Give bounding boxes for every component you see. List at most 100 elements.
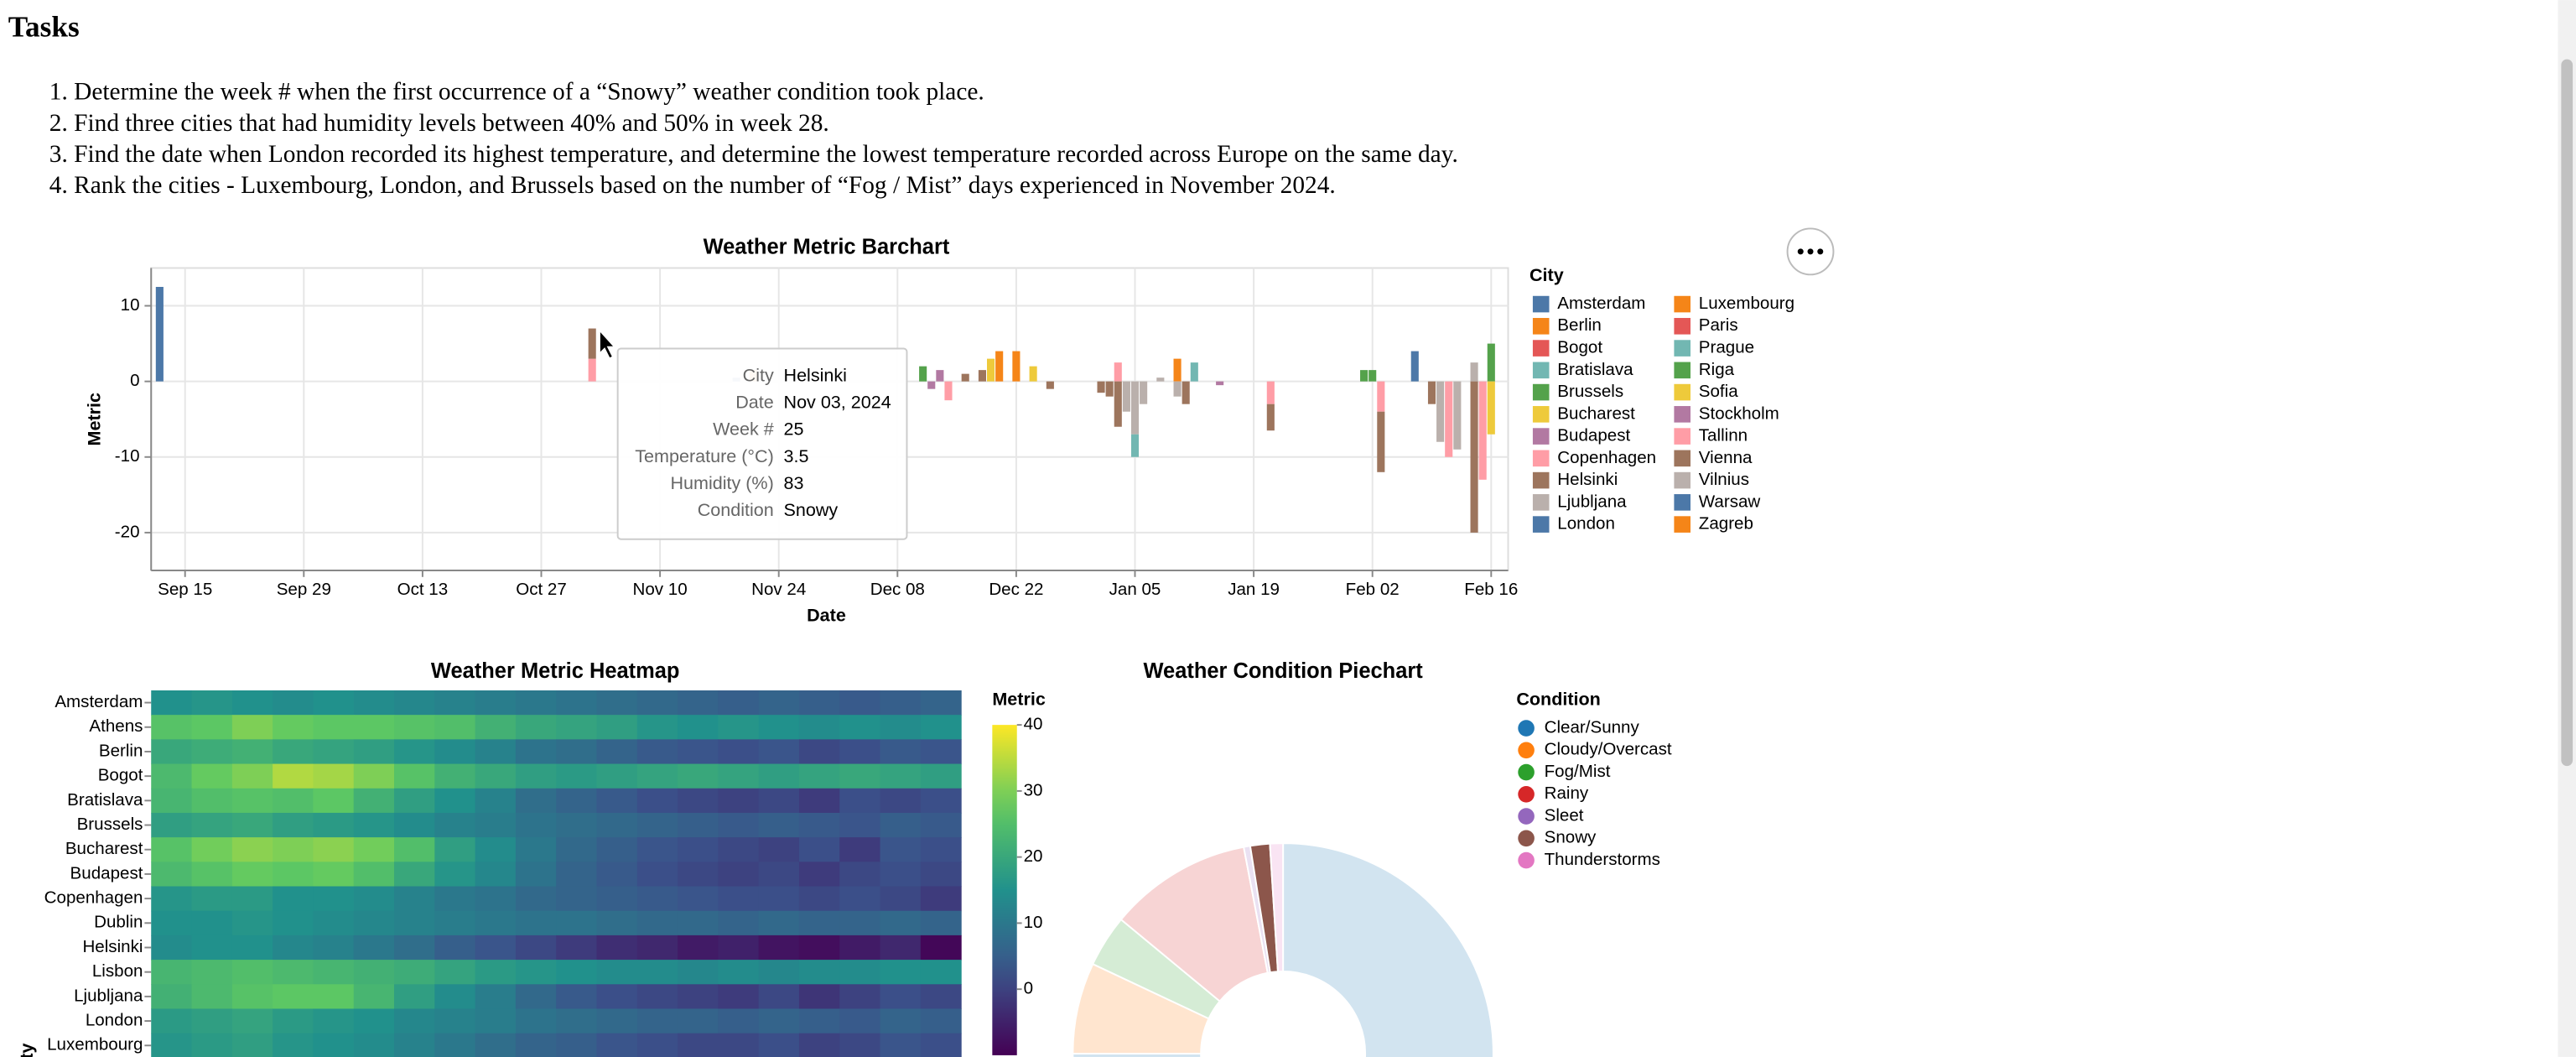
heat-cell xyxy=(151,690,193,716)
heat-cell xyxy=(515,910,557,936)
heat-cell xyxy=(434,886,476,912)
bar xyxy=(1173,381,1182,397)
dot xyxy=(1797,248,1804,255)
heat-cell xyxy=(636,812,678,838)
heat-cell xyxy=(920,812,962,838)
bar xyxy=(995,351,1004,382)
heat-cell xyxy=(758,837,800,862)
heat-cell xyxy=(556,812,598,838)
cursor xyxy=(599,328,616,360)
legend-swatch xyxy=(1532,340,1550,357)
heat-cell xyxy=(313,837,355,862)
heat-cell xyxy=(475,837,517,862)
y-axis-title: Metric xyxy=(83,393,104,445)
heat-cell xyxy=(880,690,922,716)
legend-symbol xyxy=(1518,786,1535,803)
heat-cell xyxy=(191,984,233,1010)
heat-cell xyxy=(151,715,193,740)
heat-cell xyxy=(839,690,881,716)
heat-cell xyxy=(231,690,273,716)
heat-cell xyxy=(191,935,233,961)
y-tick-label: Bogot xyxy=(98,766,143,785)
heat-cell xyxy=(556,788,598,814)
heat-cell xyxy=(475,910,517,936)
heat-cell xyxy=(515,739,557,765)
heat-cell xyxy=(515,715,557,740)
heat-cell xyxy=(231,910,273,936)
heat-cell xyxy=(191,763,233,789)
heat-cell xyxy=(353,984,395,1010)
heat-cell xyxy=(434,690,476,716)
heat-cell xyxy=(556,763,598,789)
heat-cell xyxy=(434,1008,476,1034)
heat-cell xyxy=(273,984,314,1010)
heat-cell xyxy=(191,788,233,814)
heat-cell xyxy=(839,1033,881,1057)
legend-label: Copenhagen xyxy=(1557,448,1656,467)
heat-cell xyxy=(636,690,678,716)
heat-cell xyxy=(394,1033,435,1057)
x-tick-label: Jan 05 xyxy=(1109,580,1161,599)
heat-cell xyxy=(394,862,435,888)
heat-cell xyxy=(798,886,840,912)
heat-cell xyxy=(636,862,678,888)
heat-cell xyxy=(353,935,395,961)
bar xyxy=(1436,381,1445,442)
actions-button[interactable] xyxy=(1786,227,1835,276)
heat-cell xyxy=(636,910,678,936)
heat-cell xyxy=(880,763,922,789)
heat-cell xyxy=(353,715,395,740)
bar xyxy=(927,381,936,389)
tasks-title: Tasks xyxy=(8,10,80,43)
heat-cell xyxy=(678,763,719,789)
heat-cell xyxy=(313,763,355,789)
legend-swatch xyxy=(1532,494,1550,511)
heat-cell xyxy=(313,960,355,985)
legend-swatch xyxy=(1532,383,1550,401)
heat-cell xyxy=(718,984,760,1010)
heat-cell xyxy=(273,812,314,838)
heat-cell xyxy=(151,1033,193,1057)
legend-swatch xyxy=(1674,406,1690,423)
heat-cell xyxy=(353,862,395,888)
legend-label: Fog/Mist xyxy=(1545,762,1611,781)
heat-cell xyxy=(273,886,314,912)
heat-cell xyxy=(273,690,314,716)
legend-swatch xyxy=(1674,295,1690,313)
heat-cell xyxy=(678,739,719,765)
heat-cell xyxy=(839,862,881,888)
scrollbar-thumb[interactable] xyxy=(2561,59,2573,767)
heat-cell xyxy=(758,715,800,740)
heat-cell xyxy=(394,1008,435,1034)
heat-cell xyxy=(515,1008,557,1034)
bar xyxy=(1190,362,1198,382)
bar xyxy=(1097,381,1105,393)
heat-cell xyxy=(920,763,962,789)
heat-cell xyxy=(596,763,638,789)
legend-label: Warsaw xyxy=(1699,492,1761,511)
bar xyxy=(1360,370,1368,382)
bar xyxy=(1368,370,1377,382)
y-tick-label: Luxembourg xyxy=(47,1035,143,1054)
tooltip-key: Week # xyxy=(713,419,774,440)
legend-symbol xyxy=(1518,808,1535,825)
heat-cell xyxy=(353,788,395,814)
bar xyxy=(1410,351,1419,382)
heat-cell xyxy=(394,935,435,961)
legend-label: Clear/Sunny xyxy=(1545,717,1640,737)
heat-cell xyxy=(920,1008,962,1034)
dot xyxy=(1817,248,1824,255)
heat-cell xyxy=(273,837,314,862)
tooltip: City Helsinki Date Nov 03, 2024 Week # 25 Temp… xyxy=(599,328,908,540)
heat-cell xyxy=(273,739,314,765)
heat-cell xyxy=(556,1033,598,1057)
heat-cell xyxy=(515,788,557,814)
heat-cell xyxy=(636,886,678,912)
y-tick-label: Helsinki xyxy=(82,937,143,956)
heat-cell xyxy=(313,1008,355,1034)
heat-cell xyxy=(880,1033,922,1057)
heat-cell xyxy=(515,984,557,1010)
heat-cell xyxy=(880,1008,922,1034)
heat-cell xyxy=(678,715,719,740)
heat-cell xyxy=(758,1033,800,1057)
